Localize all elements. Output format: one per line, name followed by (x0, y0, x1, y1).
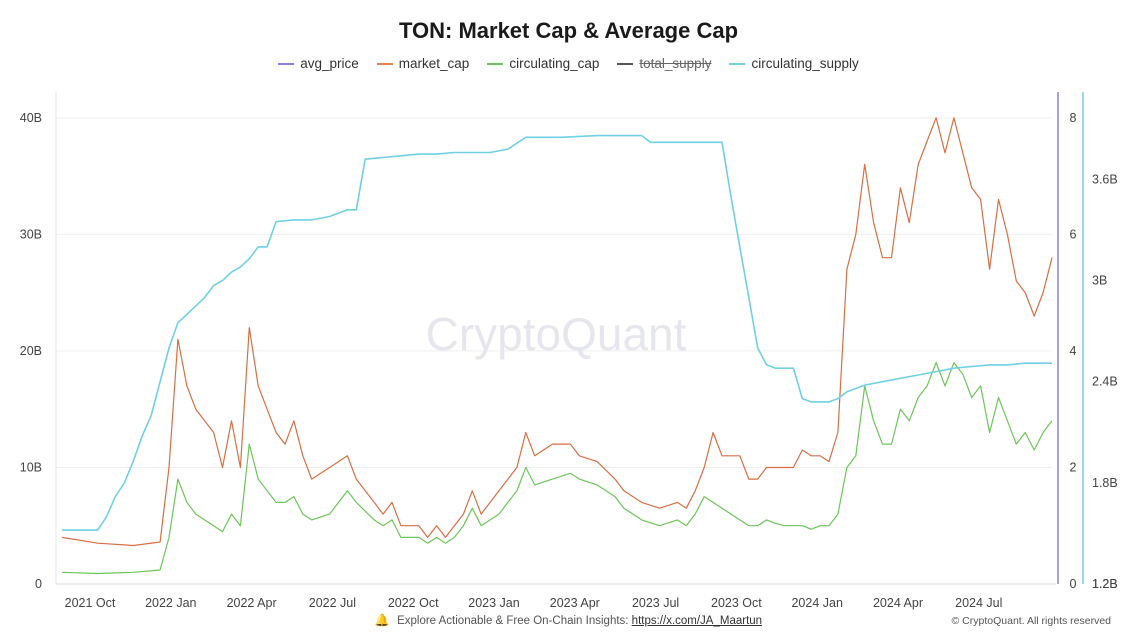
copyright: © CryptoQuant. All rights reserved (951, 615, 1111, 627)
x-tick-label: 2022 Jan (145, 596, 196, 610)
legend-label: circulating_cap (509, 56, 600, 71)
series-line-market-cap (61, 117, 1053, 547)
series-line-circulating-cap (61, 362, 1053, 575)
x-tick-label: 2023 Oct (711, 596, 762, 610)
legend-label: avg_price (300, 56, 359, 71)
legend-swatch (278, 62, 295, 65)
footer-link[interactable]: https://x.com/JA_Maartun (631, 615, 763, 627)
legend-swatch (729, 62, 746, 65)
x-tick-label: 2022 Jul (309, 596, 356, 610)
y-left-tick-label: 0 (35, 577, 42, 591)
x-tick-label: 2023 Jul (632, 596, 679, 610)
y-price-tick-label: 6 (1070, 227, 1077, 241)
y-price-tick-label: 2 (1070, 460, 1077, 474)
legend-swatch (487, 62, 504, 65)
footer-text: Explore Actionable & Free On-Chain Insig… (397, 615, 632, 627)
y-supply-tick-label: 3B (1092, 274, 1107, 288)
x-tick-label: 2024 Jan (791, 596, 842, 610)
x-tick-label: 2022 Oct (388, 596, 439, 610)
x-tick-label: 2021 Oct (65, 596, 116, 610)
y-left-tick-label: 40B (20, 111, 42, 125)
legend-swatch (376, 62, 393, 65)
x-tick-label: 2023 Jan (468, 596, 519, 610)
legend-item-market-cap[interactable]: market_cap (376, 56, 470, 71)
x-tick-label: 2022 Apr (227, 596, 277, 610)
legend-label: total_supply (639, 56, 712, 71)
watermark: CryptoQuant (426, 308, 687, 360)
y-price-tick-label: 0 (1070, 577, 1077, 591)
series-line-circulating-supply (62, 134, 1052, 531)
legend-label: circulating_supply (751, 56, 859, 71)
x-tick-label: 2024 Jul (955, 596, 1002, 610)
y-supply-tick-label: 1.8B (1092, 476, 1118, 490)
chart-legend: avg_price market_cap circulating_cap total_… (0, 56, 1137, 71)
legend-label: market_cap (398, 56, 470, 71)
chart-title: TON: Market Cap & Average Cap (398, 18, 739, 43)
y-left-tick-label: 10B (20, 460, 42, 474)
y-left-tick-label: 30B (20, 227, 42, 241)
y-supply-tick-label: 1.2B (1092, 577, 1118, 591)
legend-item-circulating-supply[interactable]: circulating_supply (729, 56, 859, 71)
legend-item-total-supply[interactable]: total_supply (617, 56, 711, 71)
bell-icon: 🔔 (374, 613, 390, 627)
y-price-tick-label: 4 (1070, 344, 1077, 358)
legend-swatch (617, 62, 634, 65)
y-supply-tick-label: 1.2B (1092, 577, 1118, 591)
legend-item-circulating-cap[interactable]: circulating_cap (487, 56, 599, 71)
y-price-tick-label: 8 (1070, 111, 1077, 125)
y-supply-tick-label: 3.6B (1092, 172, 1118, 186)
y-left-tick-label: 20B (20, 344, 42, 358)
x-tick-label: 2023 Apr (550, 596, 600, 610)
legend-item-avg-price[interactable]: avg_price (278, 56, 359, 71)
y-supply-tick-label: 2.4B (1092, 375, 1118, 389)
x-tick-label: 2024 Apr (873, 596, 923, 610)
